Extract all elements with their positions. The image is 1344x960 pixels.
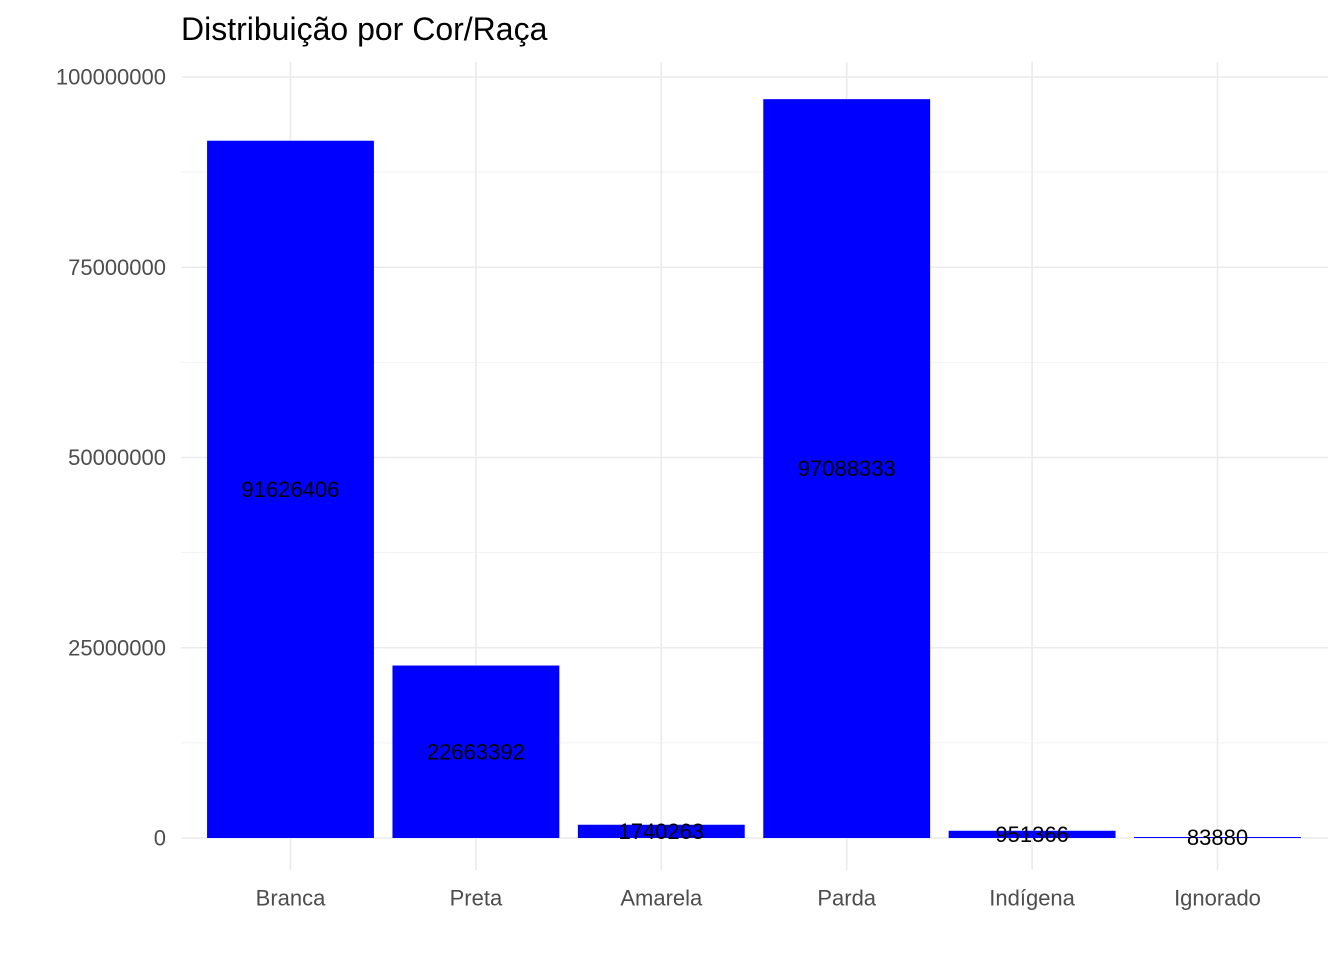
bar-ignorado [1134, 837, 1301, 838]
x-tick-label: Indígena [989, 886, 1075, 911]
y-axis: 0 25000000 50000000 75000000 100000000 [56, 65, 166, 851]
bars-layer [207, 99, 1301, 839]
data-labels-layer: 91626406 22663392 1740263 97088333 951366 838… [242, 456, 1249, 850]
y-tick-label: 50000000 [68, 445, 166, 470]
x-tick-label: Parda [817, 886, 876, 911]
y-tick-label: 75000000 [68, 255, 166, 280]
y-tick-label: 100000000 [56, 65, 166, 90]
x-tick-label: Amarela [620, 886, 703, 911]
bar-preta [392, 665, 560, 838]
data-label: 951366 [995, 822, 1068, 847]
x-axis: Branca Preta Amarela Parda Indígena Ignorado [256, 886, 1261, 911]
x-tick-label: Ignorado [1174, 886, 1261, 911]
data-label: 83880 [1187, 825, 1248, 850]
data-label: 22663392 [427, 739, 525, 764]
chart-title: Distribuição por Cor/Raça [181, 11, 548, 47]
y-tick-label: 25000000 [68, 635, 166, 660]
data-label: 91626406 [242, 477, 340, 502]
bar-parda [763, 99, 931, 839]
bar-amarela [577, 824, 745, 838]
y-tick-label: 0 [154, 826, 166, 851]
data-label: 97088333 [798, 456, 896, 481]
data-label: 1740263 [618, 819, 704, 844]
bar-branca [207, 140, 374, 839]
x-tick-label: Branca [256, 886, 326, 911]
x-tick-label: Preta [450, 886, 503, 911]
bar-indígena [948, 830, 1116, 838]
